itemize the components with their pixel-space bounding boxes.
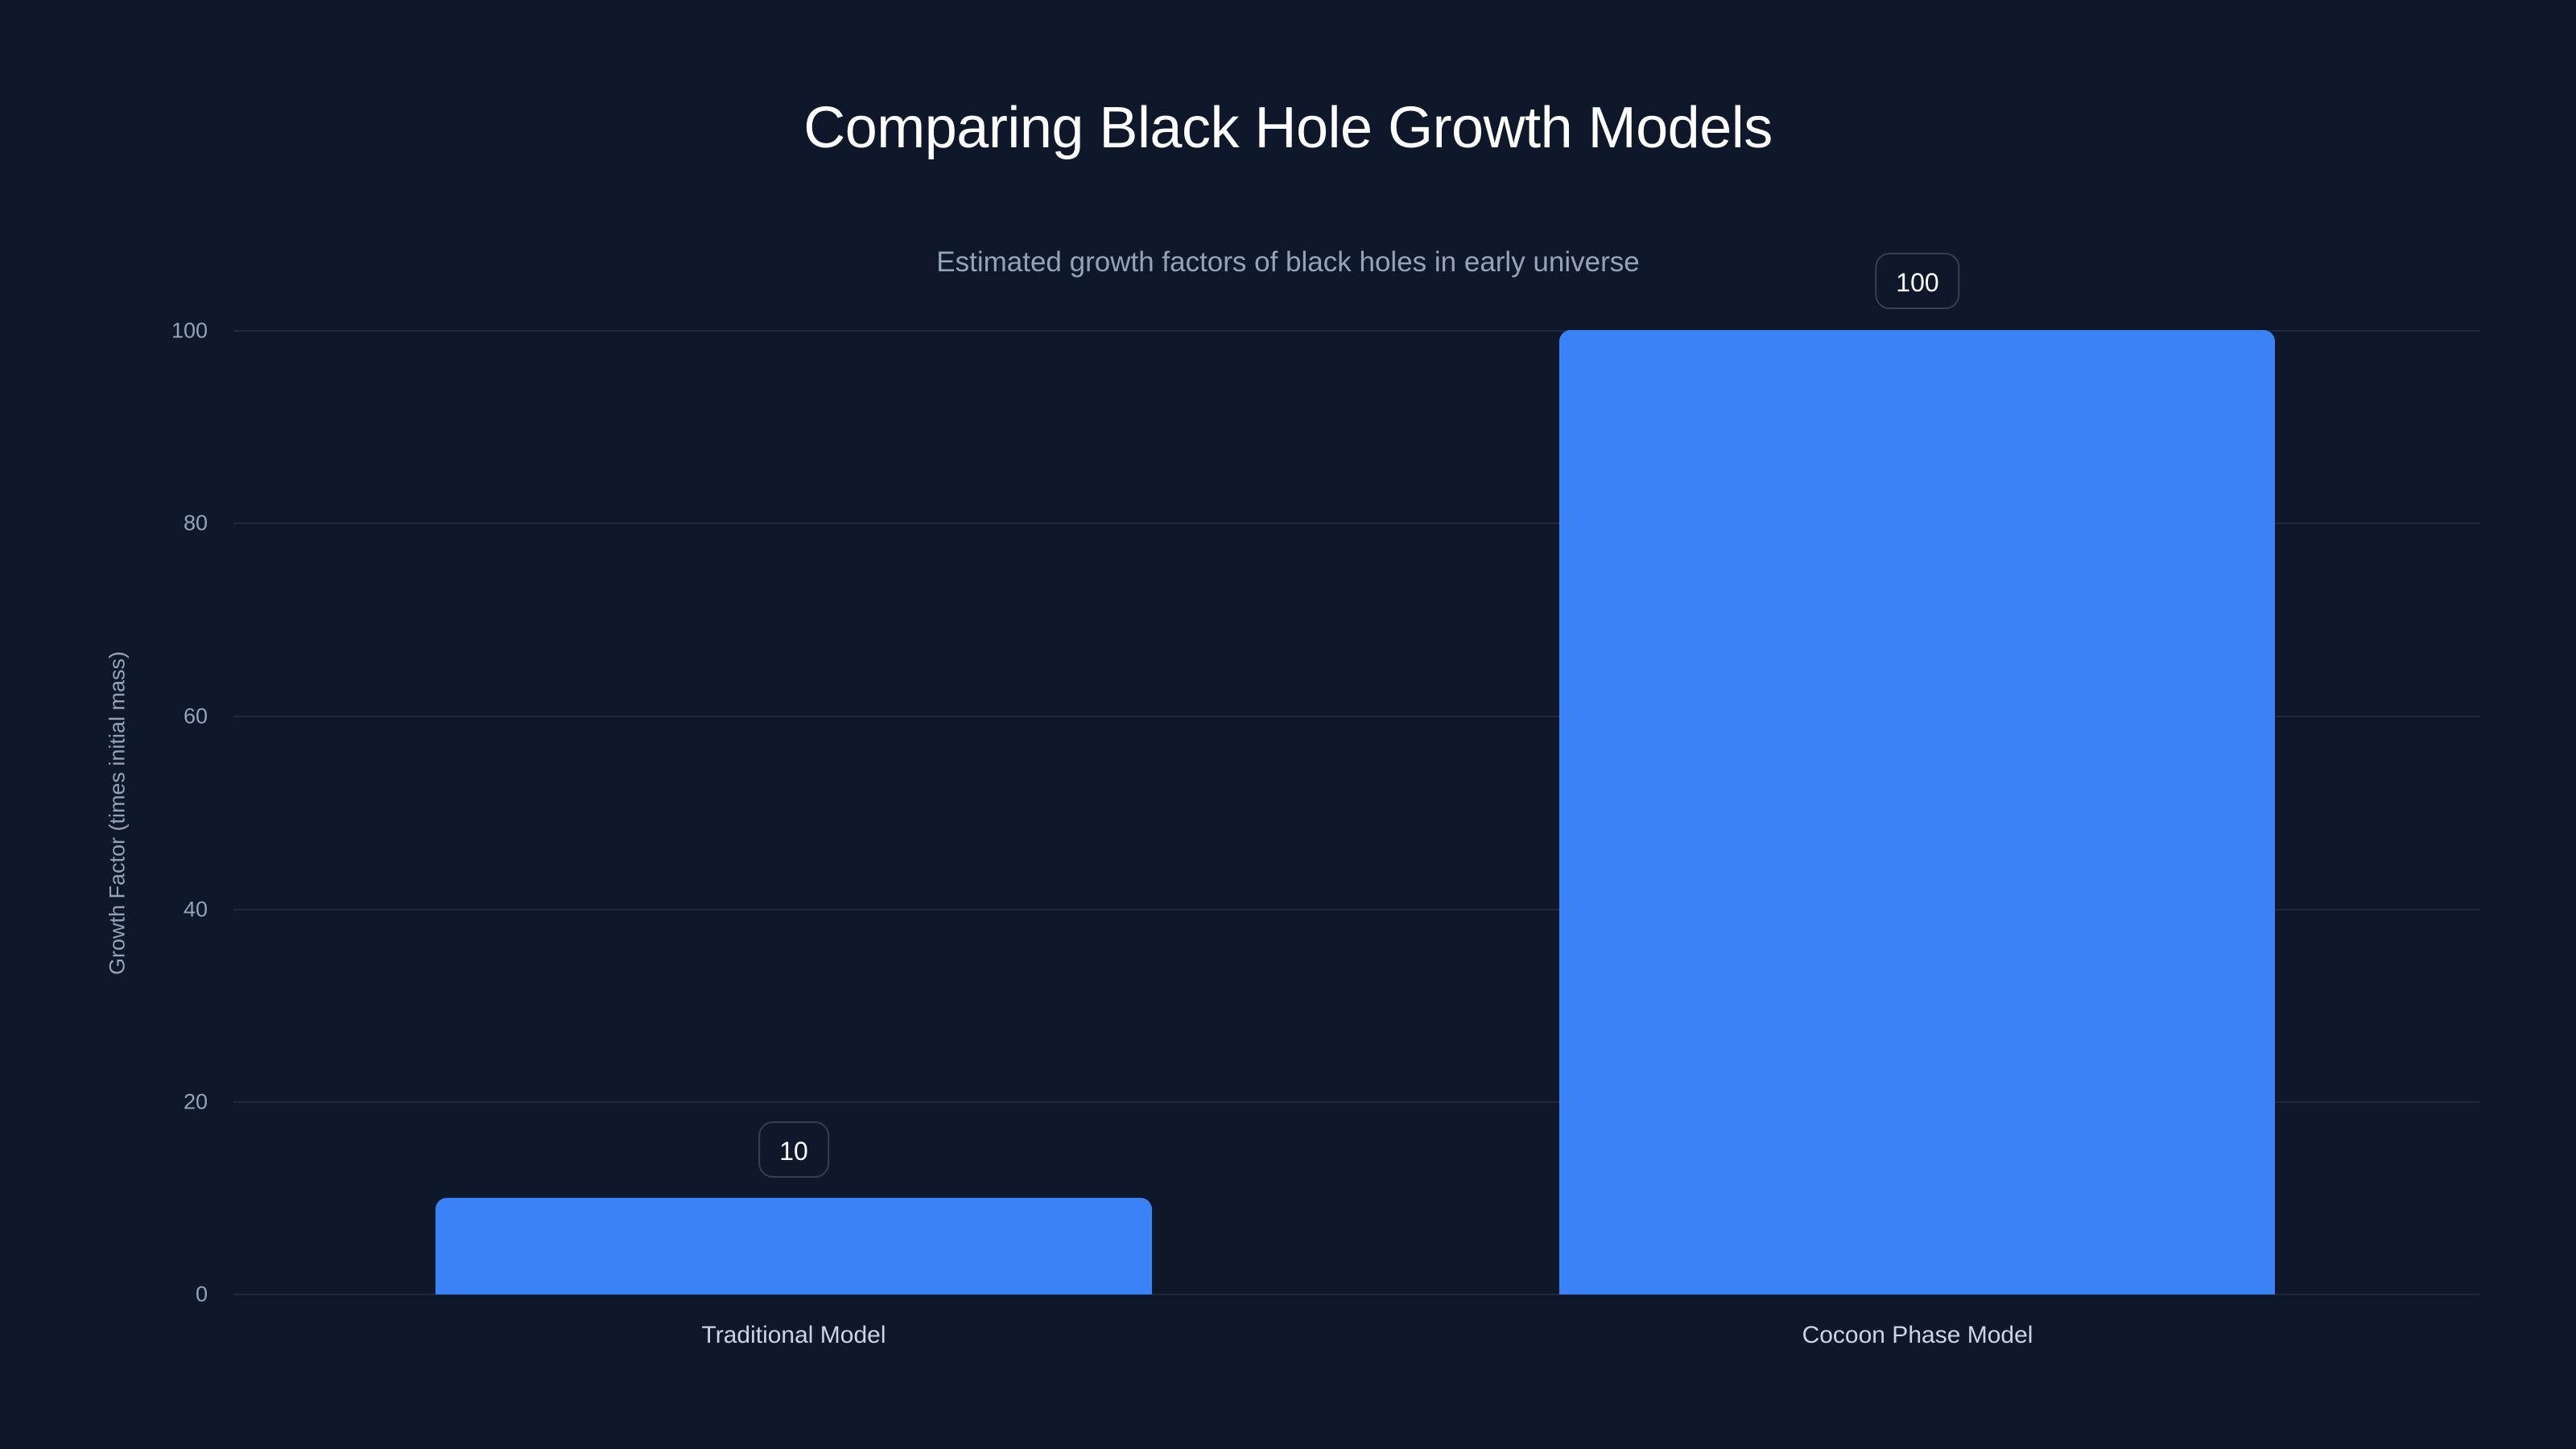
y-tick-100: 100 xyxy=(171,318,208,343)
gridline-100 xyxy=(233,330,2479,332)
data-label-cocoon-phase-model: 100 xyxy=(1875,253,1960,309)
x-label-traditional-model: Traditional Model xyxy=(701,1322,886,1348)
y-axis-label: Growth Factor (times initial mass) xyxy=(105,650,130,976)
y-tick-60: 60 xyxy=(183,704,208,729)
gridline-20 xyxy=(233,1101,2479,1103)
bar-traditional-model[interactable] xyxy=(436,1198,1152,1294)
chart-subtitle: Estimated growth factors of black holes … xyxy=(936,246,1640,278)
gridline-40 xyxy=(233,909,2479,910)
bar-cocoon-phase-model[interactable] xyxy=(1559,330,2275,1294)
y-tick-20: 20 xyxy=(183,1089,208,1114)
x-axis-baseline xyxy=(233,1294,2479,1295)
y-tick-0: 0 xyxy=(195,1282,208,1307)
y-tick-40: 40 xyxy=(183,897,208,922)
data-label-traditional-model: 10 xyxy=(758,1121,829,1178)
x-label-cocoon-phase-model: Cocoon Phase Model xyxy=(1802,1322,2033,1348)
chart-title: Comparing Black Hole Growth Models xyxy=(803,96,1773,160)
y-tick-80: 80 xyxy=(183,510,208,535)
gridline-60 xyxy=(233,716,2479,717)
gridline-80 xyxy=(233,522,2479,524)
